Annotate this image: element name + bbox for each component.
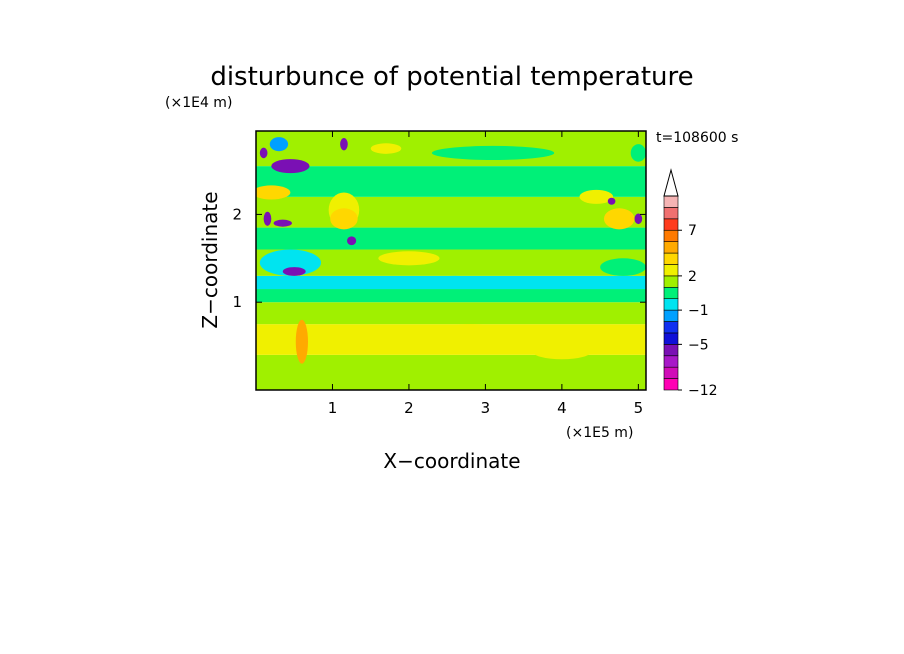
contour-band bbox=[256, 302, 646, 325]
y-axis-label: Z−coordinate bbox=[198, 191, 222, 328]
colorbar-swatch bbox=[663, 355, 679, 368]
contour-feature bbox=[295, 319, 308, 364]
plot-area bbox=[256, 131, 646, 390]
x-unit-label: (×1E5 m) bbox=[566, 425, 633, 441]
contour-feature bbox=[256, 185, 291, 200]
contour-feature bbox=[600, 258, 646, 276]
contour-feature bbox=[431, 145, 555, 160]
chart-title: disturbunce of potential temperature bbox=[210, 62, 693, 92]
y-tick-label: 2 bbox=[232, 205, 242, 223]
colorbar-swatch bbox=[663, 366, 679, 379]
colorbar-swatch bbox=[663, 241, 679, 254]
contour-feature bbox=[579, 189, 614, 204]
colorbar-swatch bbox=[663, 252, 679, 265]
colorbar: 7 2 −1 −5 −12 bbox=[663, 168, 718, 399]
contour-feature bbox=[269, 137, 289, 152]
contour-feature bbox=[416, 324, 524, 342]
colorbar-swatch bbox=[663, 229, 679, 242]
colorbar-swatch bbox=[663, 378, 679, 391]
contour-band bbox=[256, 166, 646, 197]
contour-feature bbox=[607, 197, 616, 205]
colorbar-swatch bbox=[663, 321, 679, 334]
time-label: t=108600 s bbox=[656, 130, 738, 146]
contour-feature bbox=[340, 138, 348, 151]
colorbar-swatch bbox=[663, 309, 679, 322]
contour-feature bbox=[370, 143, 402, 154]
contour-feature bbox=[531, 341, 593, 360]
colorbar-swatch bbox=[663, 207, 679, 220]
contour-band bbox=[256, 227, 646, 250]
contour-feature bbox=[263, 211, 272, 226]
x-axis-label: X−coordinate bbox=[383, 449, 520, 473]
colorbar-tick-label: −12 bbox=[688, 383, 718, 399]
contour-feature bbox=[259, 147, 268, 159]
x-tick-label: 4 bbox=[557, 399, 567, 417]
contour-band bbox=[256, 196, 646, 228]
colorbar-swatch bbox=[663, 332, 679, 345]
plot-frame bbox=[255, 130, 647, 391]
colorbar-tick-label: 2 bbox=[688, 269, 697, 285]
x-tick-label: 5 bbox=[634, 399, 644, 417]
x-tick-label: 3 bbox=[481, 399, 491, 417]
colorbar-tick-label: 7 bbox=[688, 223, 697, 239]
colorbar-swatch bbox=[663, 264, 679, 277]
contour-feature bbox=[273, 219, 292, 227]
contour-feature bbox=[630, 144, 646, 162]
contour-feature bbox=[378, 251, 440, 266]
contour-band bbox=[256, 289, 646, 303]
colorbar-tick-label: −1 bbox=[688, 303, 709, 319]
colorbar-swatch bbox=[663, 195, 679, 208]
contour-feature bbox=[282, 267, 306, 276]
colorbar-swatch bbox=[663, 286, 679, 300]
contour-band bbox=[256, 354, 646, 390]
colorbar-extend-arrow bbox=[663, 168, 679, 197]
contour-feature bbox=[424, 275, 486, 285]
contour-feature bbox=[347, 236, 357, 246]
contour-feature bbox=[271, 159, 310, 174]
contour-feature bbox=[330, 208, 358, 230]
colorbar-swatch bbox=[663, 344, 679, 357]
colorbar-tick-label: −5 bbox=[688, 337, 709, 353]
x-tick-label: 1 bbox=[328, 399, 338, 417]
colorbar-swatch bbox=[663, 298, 679, 311]
contour-feature bbox=[634, 213, 643, 225]
y-tick-label: 1 bbox=[232, 293, 242, 311]
colorbar-swatch bbox=[663, 218, 679, 231]
x-tick-label: 2 bbox=[404, 399, 414, 417]
colorbar-swatch bbox=[663, 275, 679, 288]
y-unit-label: (×1E4 m) bbox=[165, 95, 232, 111]
contour-feature bbox=[259, 249, 322, 276]
contour-feature bbox=[603, 208, 635, 230]
